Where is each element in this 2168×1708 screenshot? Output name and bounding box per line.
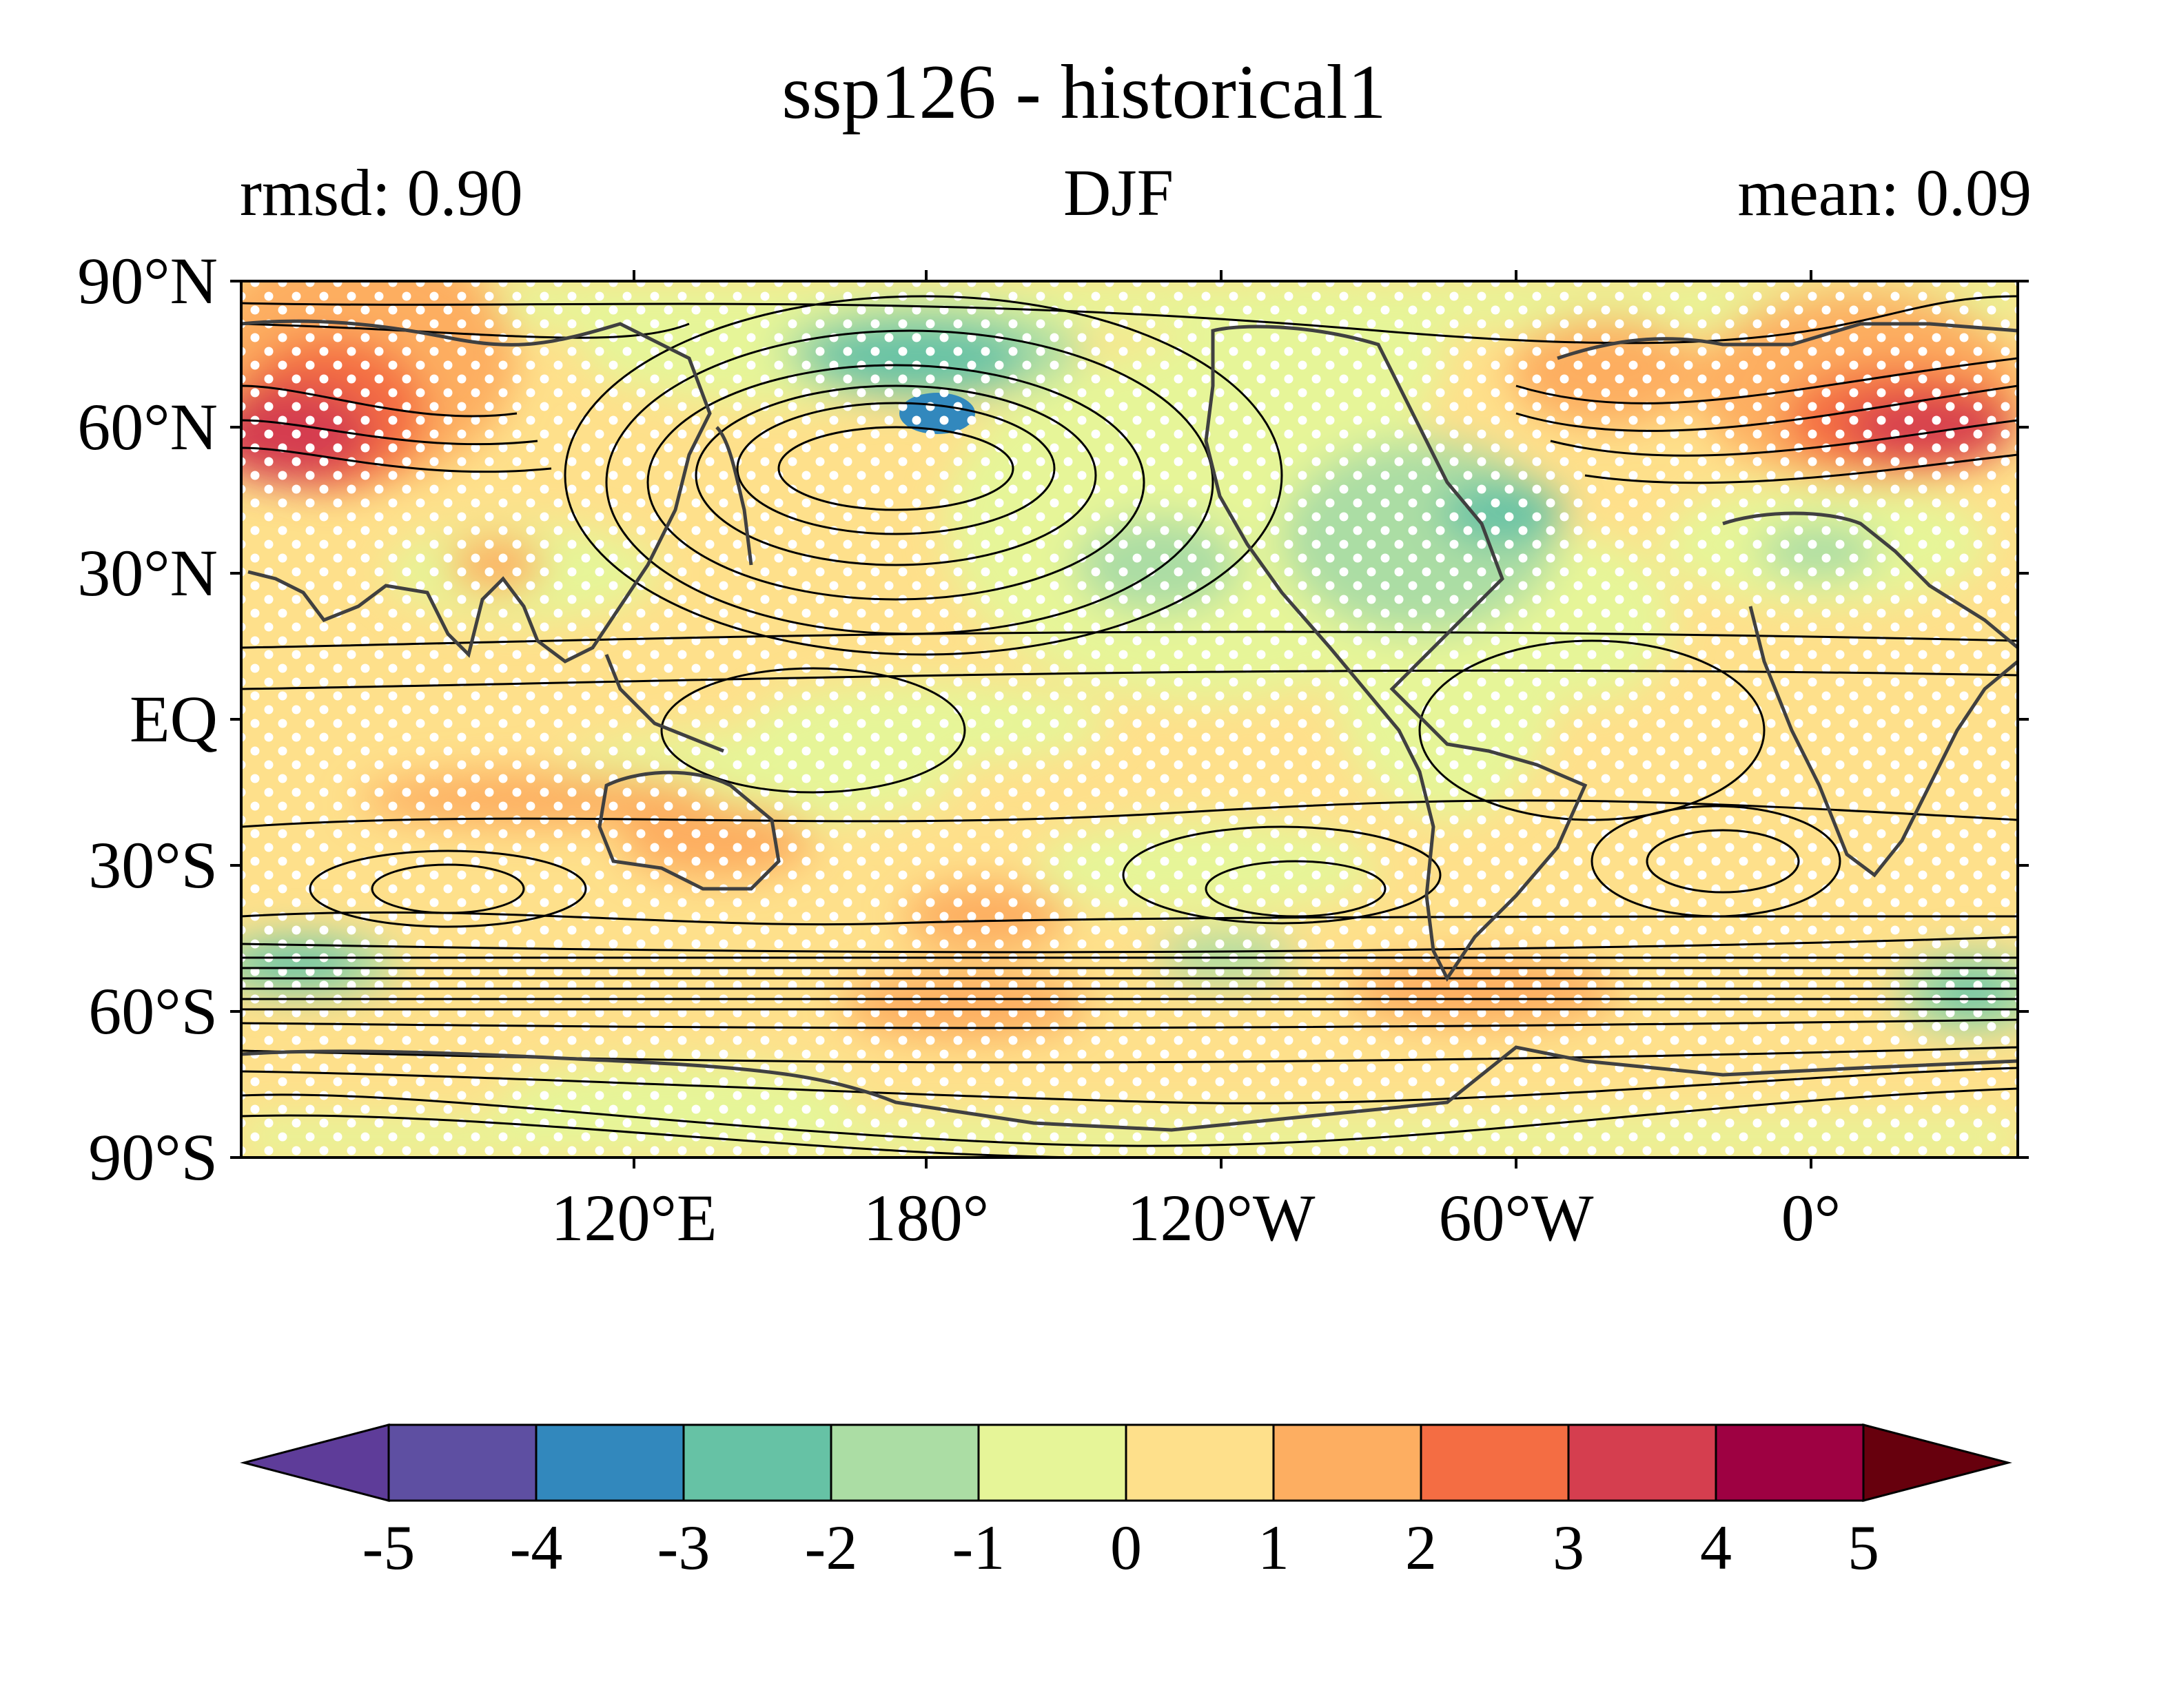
map-panel: [241, 281, 2018, 1157]
colorbar-tick-label: -3: [657, 1512, 710, 1583]
colorbar-segment: [1715, 1423, 1865, 1502]
colorbar-segment: [830, 1423, 980, 1502]
lon-label-60w: 60°W: [1438, 1181, 1594, 1255]
lat-label-30n: 30°N: [77, 536, 218, 610]
colorbar-tick-label: 2: [1405, 1512, 1437, 1583]
colorbar-segment: [1272, 1423, 1422, 1502]
colorbar-tick-label: 4: [1700, 1512, 1732, 1583]
colorbar-tick-label: -2: [804, 1512, 858, 1583]
colorbar-segment: [1420, 1423, 1570, 1502]
lon-label-120w: 120°W: [1127, 1181, 1316, 1255]
colorbar-tick-label: 0: [1110, 1512, 1142, 1583]
colorbar-tick-label: -5: [362, 1512, 416, 1583]
lat-label-30s: 30°S: [88, 828, 218, 902]
colorbar-tick-label: 3: [1553, 1512, 1584, 1583]
lat-label-60s: 60°S: [88, 974, 218, 1048]
colorbar-tick-label: 5: [1848, 1512, 1879, 1583]
lat-label-90s: 90°S: [88, 1120, 218, 1194]
lat-label-60n: 60°N: [77, 390, 218, 464]
colorbar-extend-min: [240, 1423, 390, 1502]
colorbar-tick-label: 1: [1258, 1512, 1289, 1583]
season-label: DJF: [1063, 156, 1174, 229]
colorbar-segment: [535, 1423, 685, 1502]
lat-label-eq: EQ: [130, 682, 218, 756]
colorbar-extend-max: [1862, 1423, 2012, 1502]
colorbar-tick-label: -1: [952, 1512, 1005, 1583]
colorbar-segment: [977, 1423, 1127, 1502]
colorbar: [240, 1423, 2012, 1502]
colorbar-tick-label: -4: [509, 1512, 563, 1583]
lon-label-180: 180°: [863, 1181, 990, 1255]
rmsd-label: rmsd: 0.90: [240, 156, 523, 229]
colorbar-segment: [387, 1423, 538, 1502]
mean-label: mean: 0.09: [1737, 156, 2032, 229]
axis-ticks: [230, 270, 2029, 1169]
map-title: ssp126 - historical1: [781, 50, 1387, 135]
lon-label-120e: 120°E: [551, 1181, 717, 1255]
colorbar-segment: [1567, 1423, 1717, 1502]
lat-label-90n: 90°N: [77, 244, 218, 318]
colorbar-segment: [1125, 1423, 1275, 1502]
coastlines: [241, 319, 2018, 1132]
colorbar-segment: [682, 1423, 832, 1502]
climatology-contours: [241, 295, 2018, 1157]
lon-label-0: 0°: [1781, 1181, 1841, 1255]
